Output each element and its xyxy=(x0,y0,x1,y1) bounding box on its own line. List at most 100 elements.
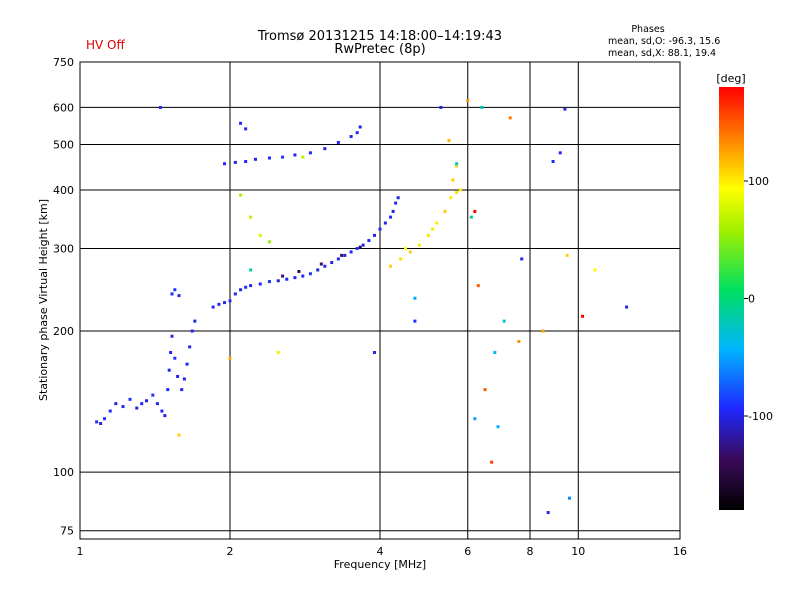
data-point xyxy=(170,292,174,296)
data-point xyxy=(358,125,362,129)
data-point xyxy=(558,151,562,155)
data-point xyxy=(378,227,382,231)
data-point xyxy=(180,388,184,392)
data-point xyxy=(244,160,248,164)
data-point xyxy=(293,153,297,157)
colorbar xyxy=(719,87,744,510)
data-point xyxy=(399,257,403,261)
y-tick-label: 100 xyxy=(53,466,74,479)
data-point xyxy=(239,288,243,292)
data-point xyxy=(455,164,459,168)
data-point xyxy=(455,162,459,166)
data-point xyxy=(565,253,569,257)
data-point xyxy=(389,264,393,268)
y-axis-ticks: 75 100 200 300 400 500 600 750 xyxy=(53,56,74,538)
data-point xyxy=(413,319,417,323)
data-point xyxy=(297,269,301,273)
data-point xyxy=(211,305,215,309)
data-point xyxy=(502,319,506,323)
data-point xyxy=(593,268,597,272)
y-tick-label: 750 xyxy=(53,56,74,69)
data-point xyxy=(323,264,327,268)
data-point xyxy=(349,250,353,254)
colorbar-tick-label: 0 xyxy=(748,293,755,306)
data-point xyxy=(176,374,180,378)
data-point xyxy=(319,262,323,266)
data-point xyxy=(551,160,555,164)
data-point xyxy=(396,196,400,200)
data-point xyxy=(151,393,155,397)
stats-line-o: mean, sd,O: -96.3, 15.6 xyxy=(608,36,720,47)
data-point xyxy=(308,151,312,155)
data-point xyxy=(355,131,359,135)
data-point xyxy=(403,247,407,251)
data-point xyxy=(449,196,453,200)
data-point xyxy=(323,147,327,151)
data-point xyxy=(114,402,118,406)
colorbar-tick-label: -100 xyxy=(748,410,773,423)
data-point xyxy=(228,299,232,303)
data-point xyxy=(466,99,470,103)
data-point xyxy=(281,155,285,159)
data-point xyxy=(439,105,443,109)
data-point xyxy=(458,188,462,192)
data-point xyxy=(190,329,194,333)
data-point xyxy=(340,253,344,257)
x-tick-label: 8 xyxy=(527,545,534,558)
data-point xyxy=(177,294,181,298)
data-point xyxy=(455,191,459,195)
data-point xyxy=(223,301,227,305)
data-point xyxy=(267,280,271,284)
data-point xyxy=(244,127,248,131)
x-tick-label: 1 xyxy=(77,545,84,558)
data-point xyxy=(121,405,125,409)
data-point xyxy=(336,257,340,261)
stats-header: Phases xyxy=(631,24,664,35)
data-point xyxy=(135,406,139,410)
data-point xyxy=(276,350,280,354)
data-point xyxy=(490,460,494,464)
data-point xyxy=(293,276,297,280)
data-point xyxy=(546,511,550,515)
data-point xyxy=(244,285,248,289)
data-point xyxy=(301,274,305,278)
data-point xyxy=(239,121,243,125)
data-point xyxy=(281,274,285,278)
data-point xyxy=(108,409,112,413)
y-axis-label: Stationary phase Virtual Height [km] xyxy=(37,199,50,401)
data-point xyxy=(228,356,232,360)
hv-status-label: HV Off xyxy=(86,38,125,52)
data-point xyxy=(166,388,170,392)
data-point xyxy=(158,105,162,109)
data-point xyxy=(155,402,159,406)
chart-title-line2: RwPretec (8p) xyxy=(334,42,425,57)
data-point xyxy=(249,268,253,272)
data-point xyxy=(182,377,186,381)
data-point xyxy=(343,253,347,257)
data-point xyxy=(170,334,174,338)
data-point xyxy=(95,420,99,424)
data-point xyxy=(383,221,387,225)
x-tick-label: 4 xyxy=(377,545,384,558)
y-tick-label: 400 xyxy=(53,184,74,197)
data-point xyxy=(480,105,484,109)
data-point xyxy=(177,433,181,437)
data-point xyxy=(163,414,167,418)
data-point xyxy=(193,319,197,323)
data-point xyxy=(239,193,243,197)
plot-frame xyxy=(79,61,681,540)
data-point xyxy=(496,425,500,429)
data-point xyxy=(285,277,289,281)
x-tick-label: 10 xyxy=(571,545,585,558)
data-point xyxy=(358,245,362,249)
data-point xyxy=(308,272,312,276)
data-point xyxy=(249,284,253,288)
data-point xyxy=(394,201,398,205)
data-point xyxy=(443,209,447,213)
data-point xyxy=(258,233,262,237)
data-point xyxy=(408,250,412,254)
data-point xyxy=(128,397,132,401)
y-tick-label: 300 xyxy=(53,243,74,256)
data-point xyxy=(389,215,393,219)
